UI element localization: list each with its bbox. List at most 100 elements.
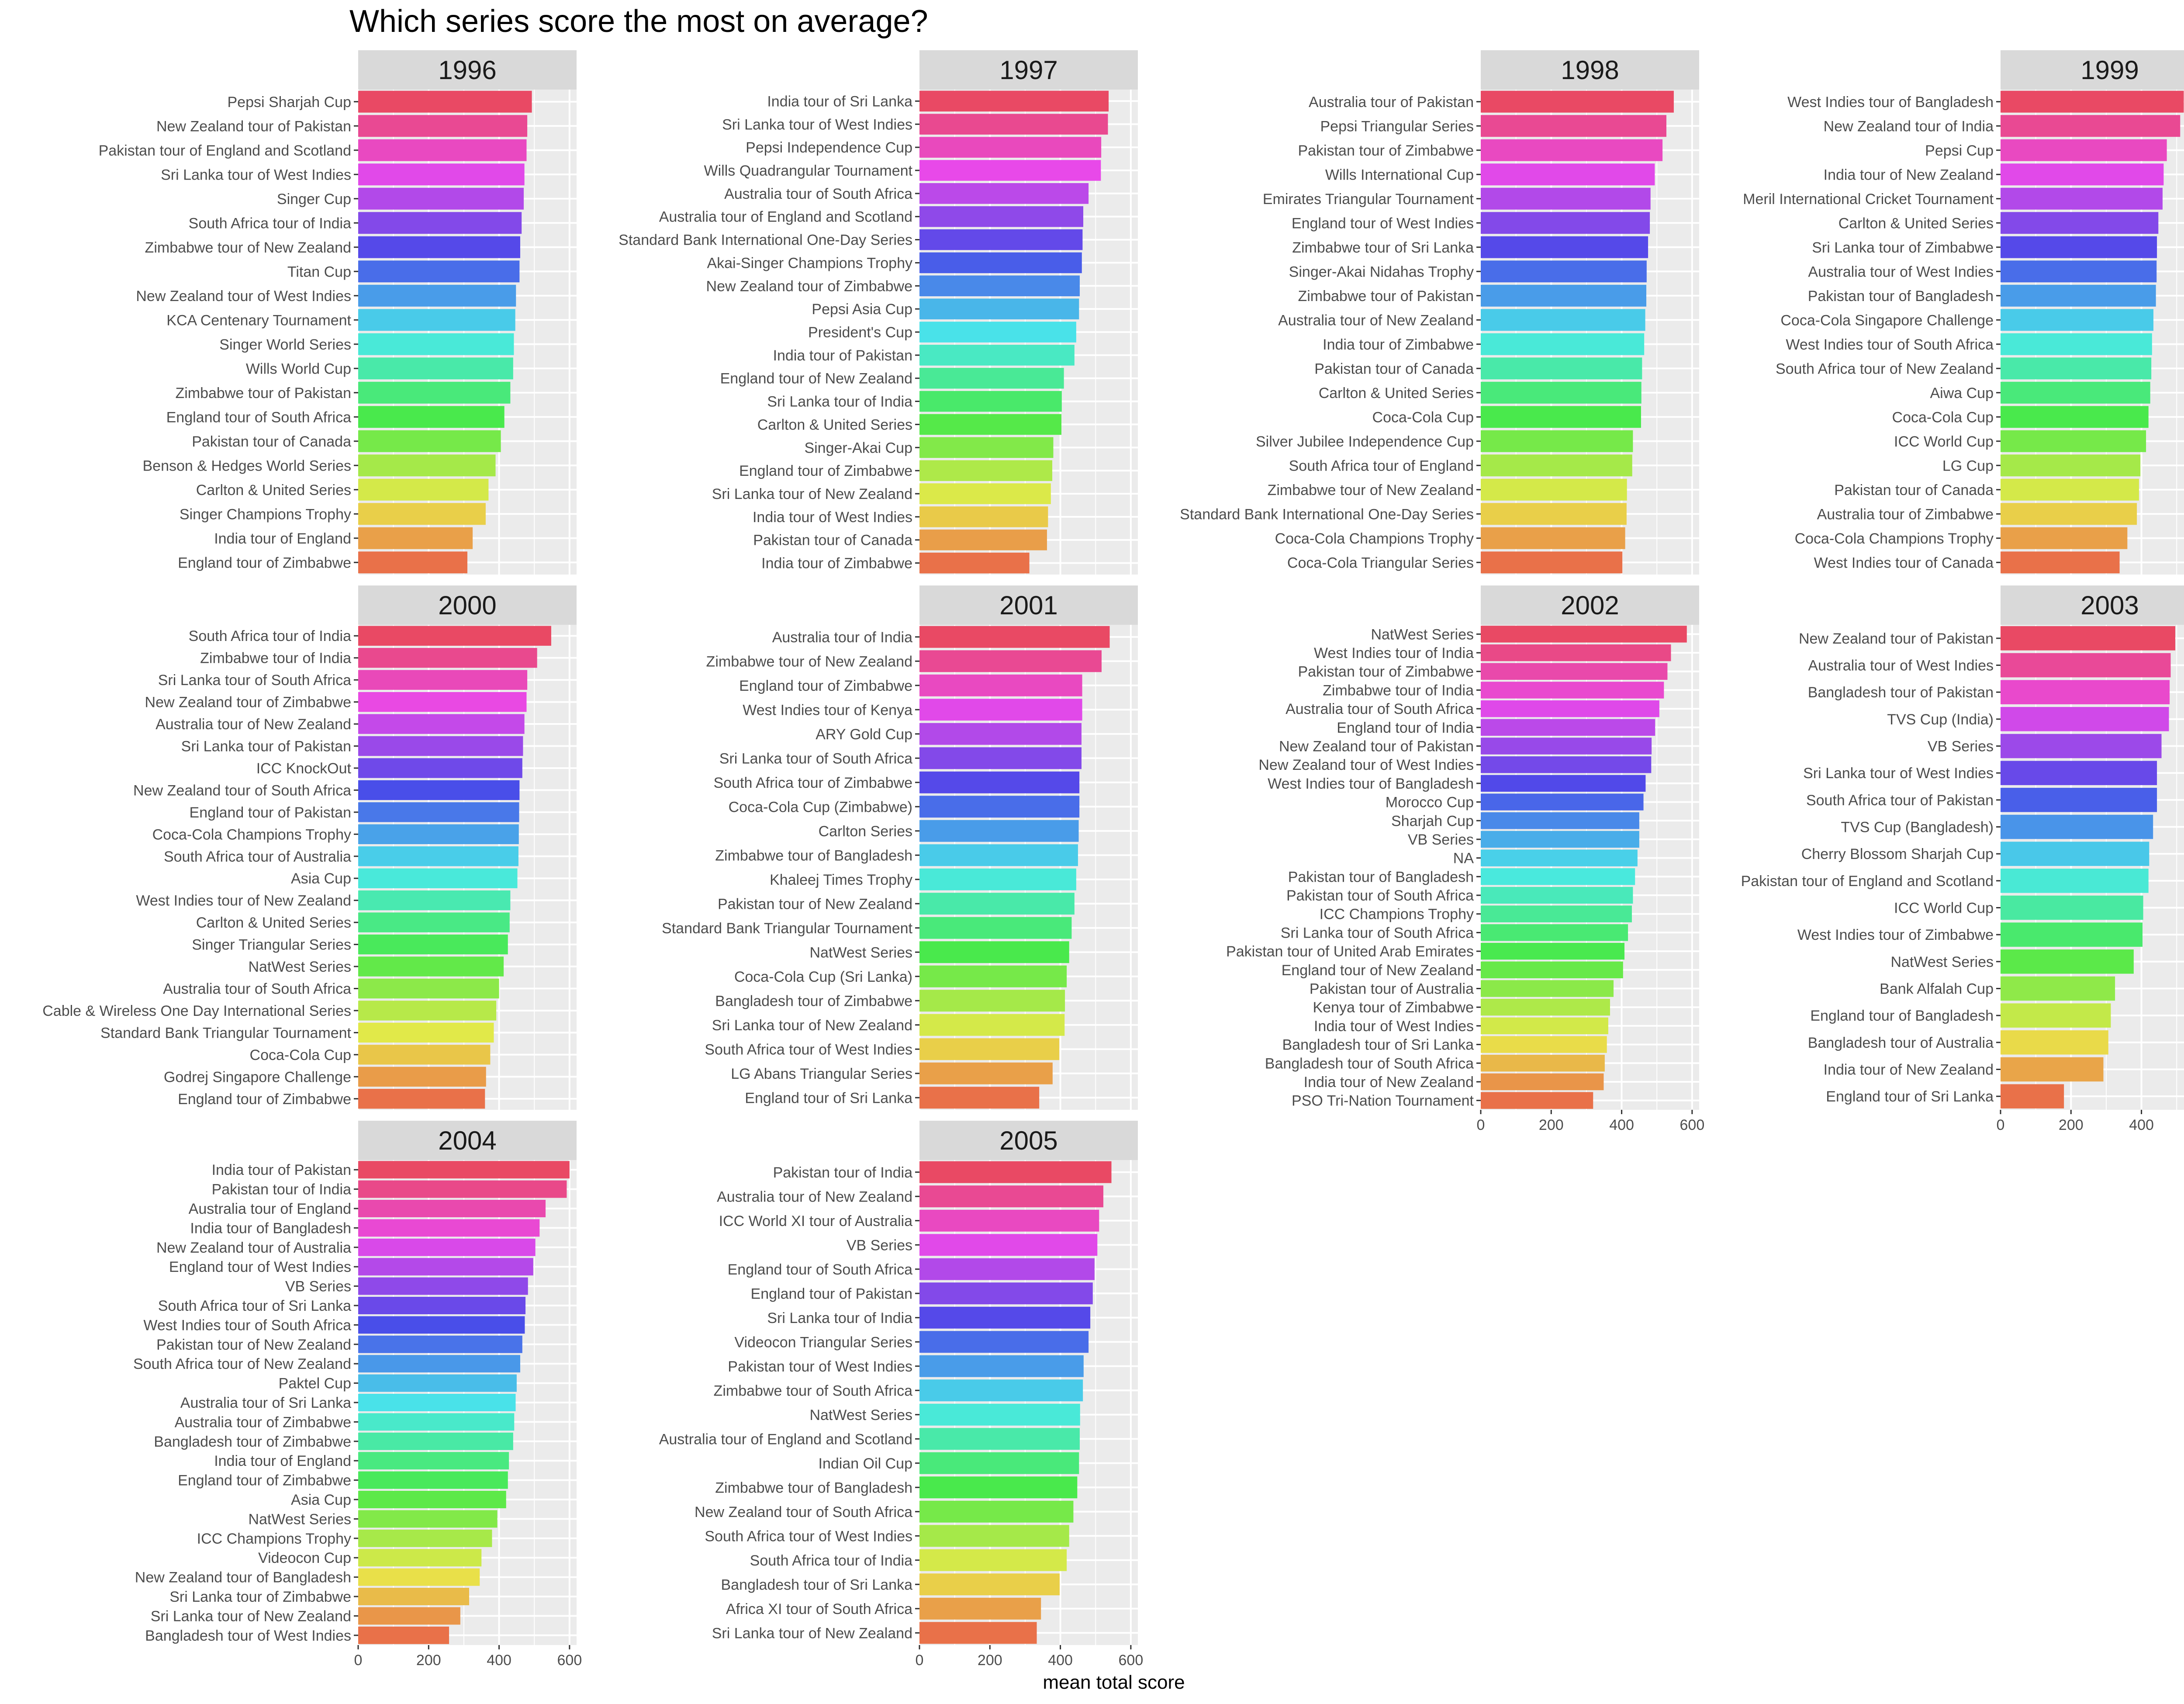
- facet-strip-label: 2000: [438, 591, 496, 620]
- facet-panel-1997: 1997 India tour of Sri Lanka Sri Lanka tou…: [619, 50, 1138, 575]
- bar: [1481, 187, 1651, 210]
- category-label: Indian Oil Cup: [819, 1455, 912, 1472]
- category-label: South Africa tour of India: [750, 1552, 912, 1569]
- category-label: India tour of Sri Lanka: [767, 93, 912, 110]
- category-label: England tour of Bangladesh: [1810, 1008, 1994, 1024]
- category-label: Carlton & United Series: [1319, 385, 1474, 402]
- category-label: India tour of Bangladesh: [190, 1220, 351, 1236]
- bar: [1481, 454, 1632, 477]
- facet-strip: [358, 50, 577, 90]
- category-label: Australia tour of England and Scotland: [659, 209, 912, 225]
- category-label: England tour of India: [1337, 720, 1474, 736]
- category-label: South Africa tour of India: [189, 215, 351, 232]
- category-label: New Zealand tour of India: [1824, 118, 1994, 135]
- facet-strip: [358, 585, 577, 625]
- bar: [919, 414, 1061, 435]
- bar: [358, 626, 551, 646]
- category-label: Singer Champions Trophy: [180, 506, 351, 523]
- category-label: England tour of New Zealand: [1282, 962, 1474, 979]
- category-label: NatWest Series: [809, 944, 912, 961]
- bar: [919, 345, 1075, 366]
- bar: [358, 454, 496, 477]
- category-label: Aiwa Cup: [1930, 385, 1994, 402]
- bar: [358, 1491, 506, 1508]
- category-label: England tour of Zimbabwe: [739, 463, 912, 479]
- bar: [919, 252, 1082, 274]
- category-label: South Africa tour of Zimbabwe: [714, 775, 912, 791]
- bar: [2001, 1030, 2108, 1055]
- category-label: West Indies tour of India: [1314, 645, 1474, 662]
- category-label: England tour of South Africa: [166, 409, 351, 426]
- bar: [358, 1529, 492, 1547]
- category-label: Australia tour of Pakistan: [1309, 94, 1474, 111]
- bar: [358, 758, 522, 778]
- category-label: New Zealand tour of Pakistan: [1279, 738, 1474, 755]
- category-label: Zimbabwe tour of New Zealand: [145, 239, 351, 256]
- facet-strip: [919, 585, 1138, 625]
- bar: [919, 1573, 1060, 1596]
- bar: [1481, 357, 1642, 380]
- facet-strip-label: 1999: [2080, 55, 2139, 85]
- bar: [919, 437, 1054, 458]
- bar: [358, 1067, 486, 1087]
- bar: [358, 1001, 497, 1021]
- category-label: Titan Cup: [287, 263, 351, 280]
- facet-panel-1998: 1998 Australia tour of Pakistan Pepsi Tria…: [1180, 50, 1699, 575]
- bar: [1481, 1055, 1605, 1072]
- x-tick-label: 400: [2129, 1117, 2154, 1133]
- facet-strip: [1481, 585, 1699, 625]
- bar: [2001, 761, 2157, 785]
- category-label: Australia tour of New Zealand: [156, 716, 351, 733]
- x-tick-label: 400: [487, 1652, 511, 1669]
- bar: [1481, 812, 1639, 829]
- category-label: Paktel Cup: [279, 1375, 351, 1392]
- bar: [1481, 961, 1623, 979]
- bar: [2001, 454, 2141, 477]
- category-label: Zimbabwe tour of Bangladesh: [715, 1479, 912, 1496]
- bar: [1481, 868, 1635, 885]
- bar: [1481, 551, 1623, 574]
- category-label: Coca-Cola Cup: [250, 1047, 351, 1063]
- category-label: TVS Cup (India): [1887, 711, 1994, 728]
- category-label: England tour of Sri Lanka: [1826, 1088, 1994, 1105]
- bar: [2001, 869, 2149, 893]
- bar: [1481, 849, 1638, 866]
- category-label: Zimbabwe tour of South Africa: [714, 1382, 913, 1399]
- category-label: Pakistan tour of Zimbabwe: [1298, 142, 1474, 159]
- category-label: Australia tour of West Indies: [1808, 263, 1994, 280]
- category-label: Sri Lanka tour of New Zealand: [712, 486, 912, 502]
- category-label: Coca-Cola Triangular Series: [1287, 554, 1474, 571]
- category-label: Pakistan tour of India: [212, 1181, 352, 1198]
- bar: [1481, 236, 1648, 258]
- bar: [919, 1355, 1084, 1377]
- category-label: Pepsi Sharjah Cup: [227, 94, 351, 111]
- bar: [358, 309, 515, 331]
- bar: [2001, 1003, 2111, 1028]
- category-label: Sri Lanka tour of Zimbabwe: [169, 1589, 351, 1605]
- facet-panel-2004: 2004 India tour of Pakistan Pakistan tour …: [133, 1121, 582, 1669]
- category-label: Videocon Cup: [258, 1550, 351, 1566]
- category-label: Australia tour of England: [189, 1201, 351, 1217]
- category-label: ICC KnockOut: [256, 760, 352, 777]
- category-label: Sri Lanka tour of India: [767, 394, 912, 410]
- category-label: Singer Triangular Series: [192, 937, 351, 953]
- category-label: South Africa tour of New Zealand: [1776, 360, 1994, 377]
- category-label: ICC Champions Trophy: [1320, 906, 1474, 923]
- category-label: South Africa tour of West Indies: [705, 1528, 912, 1545]
- category-label: Cherry Blossom Sharjah Cup: [1801, 846, 1994, 862]
- category-label: VB Series: [285, 1278, 351, 1295]
- category-label: Pakistan tour of India: [773, 1164, 913, 1181]
- category-label: England tour of Pakistan: [190, 804, 351, 821]
- bar: [2001, 139, 2167, 161]
- bar: [358, 1045, 491, 1065]
- category-label: Carlton & United Series: [196, 482, 351, 499]
- category-label: Carlton & United Series: [757, 416, 912, 433]
- category-label: South Africa tour of New Zealand: [133, 1356, 351, 1372]
- category-label: South Africa tour of Pakistan: [1806, 792, 1994, 809]
- facet-strip: [1481, 50, 1699, 90]
- bar: [919, 868, 1076, 890]
- category-label: South Africa tour of Sri Lanka: [158, 1298, 351, 1314]
- bar: [1481, 775, 1646, 792]
- bar: [919, 1452, 1079, 1474]
- category-label: Australia tour of South Africa: [724, 186, 912, 202]
